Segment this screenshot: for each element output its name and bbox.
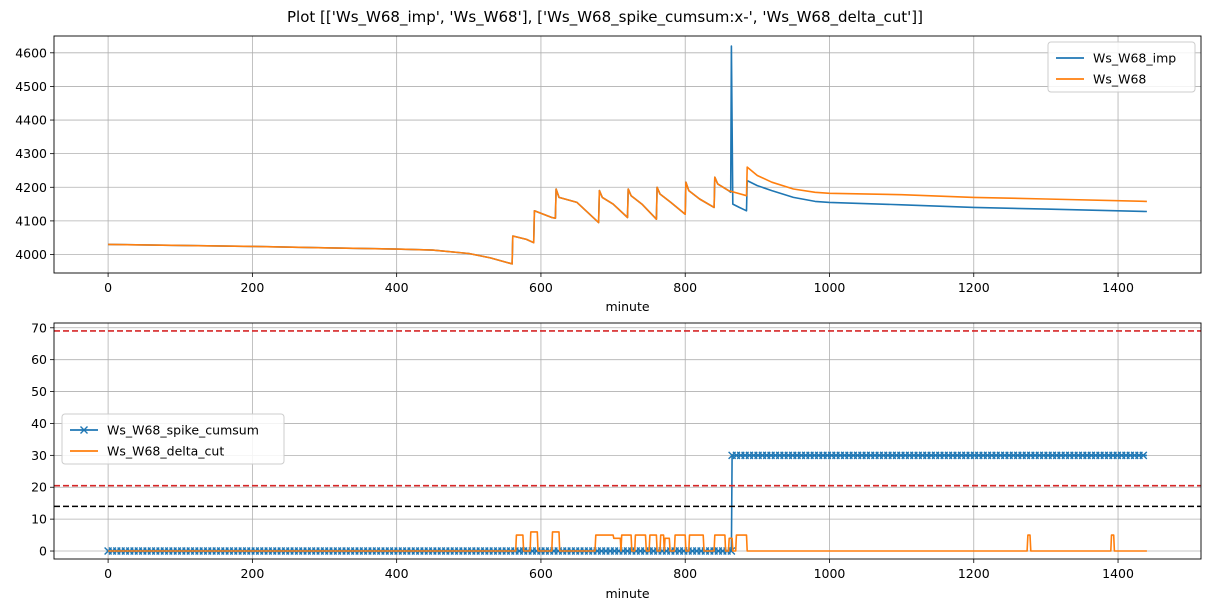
figure-title: Plot [['Ws_W68_imp', 'Ws_W68'], ['Ws_W68… — [287, 8, 923, 27]
x-tick-label: 400 — [385, 566, 409, 581]
y-tick-label: 4100 — [15, 213, 47, 228]
x-tick-label: 400 — [385, 280, 409, 295]
y-tick-label: 4500 — [15, 79, 47, 94]
legend-box — [1047, 41, 1196, 93]
x-tick-label: 200 — [240, 566, 264, 581]
y-tick-label: 60 — [31, 352, 47, 367]
y-tick-label: 0 — [39, 544, 47, 559]
legend-box — [61, 413, 285, 465]
x-tick-label: 0 — [104, 566, 112, 581]
axes-frame — [53, 322, 1202, 560]
x-axis-label: minute — [605, 586, 649, 601]
x-tick-label: 1000 — [814, 280, 846, 295]
data-layer — [54, 330, 1201, 556]
legend: Ws_W68_spike_cumsum Ws_W68_delta_cut — [61, 413, 285, 465]
x-tick-label: 600 — [529, 566, 553, 581]
data-layer — [108, 45, 1147, 265]
y-tick-label: 4600 — [15, 45, 47, 60]
legend: Ws_W68_imp Ws_W68 — [1047, 41, 1196, 93]
y-tick-label: 40 — [31, 416, 47, 431]
legend-label: Ws_W68_imp — [1093, 51, 1176, 66]
x-tick-label: 800 — [673, 566, 697, 581]
y-tick-label: 30 — [31, 448, 47, 463]
grid-lines — [54, 36, 1201, 273]
y-tick-label: 4200 — [15, 180, 47, 195]
x-tick-label: 1000 — [814, 566, 846, 581]
legend-marker — [80, 426, 88, 434]
x-tick-label: 600 — [529, 280, 553, 295]
x-axis-label: minute — [605, 299, 649, 314]
axes-frame — [53, 35, 1202, 274]
y-tick-label: 4000 — [15, 247, 47, 262]
x-tick-label: 1400 — [1102, 280, 1134, 295]
x-tick-label: 1200 — [958, 280, 990, 295]
y-tick-label: 4300 — [15, 146, 47, 161]
y-tick-label: 20 — [31, 480, 47, 495]
series-line-1 — [108, 166, 1147, 265]
y-tick-label: 10 — [31, 512, 47, 527]
y-tick-label: 50 — [31, 384, 47, 399]
legend-label: Ws_W68_spike_cumsum — [107, 423, 259, 438]
x-tick-label: 0 — [104, 280, 112, 295]
y-tick-label: 70 — [31, 320, 47, 335]
x-tick-label: 800 — [673, 280, 697, 295]
series-line-1 — [108, 531, 1147, 552]
x-tick-label: 1200 — [958, 566, 990, 581]
x-tick-label: 1400 — [1102, 566, 1134, 581]
bottom-plot: 0 200 400 600 800 1000 1200 1400 0 10 20 30 40 50 60 70… — [31, 320, 1202, 601]
legend-label: Ws_W68_delta_cut — [107, 444, 224, 459]
top-plot: 0 200 400 600 800 1000 1200 1400 4000 4100 4200 430… — [15, 35, 1202, 314]
x-tick-label: 200 — [240, 280, 264, 295]
x-marker — [1139, 451, 1148, 460]
legend-label: Ws_W68 — [1093, 72, 1146, 87]
y-tick-label: 4400 — [15, 113, 47, 128]
